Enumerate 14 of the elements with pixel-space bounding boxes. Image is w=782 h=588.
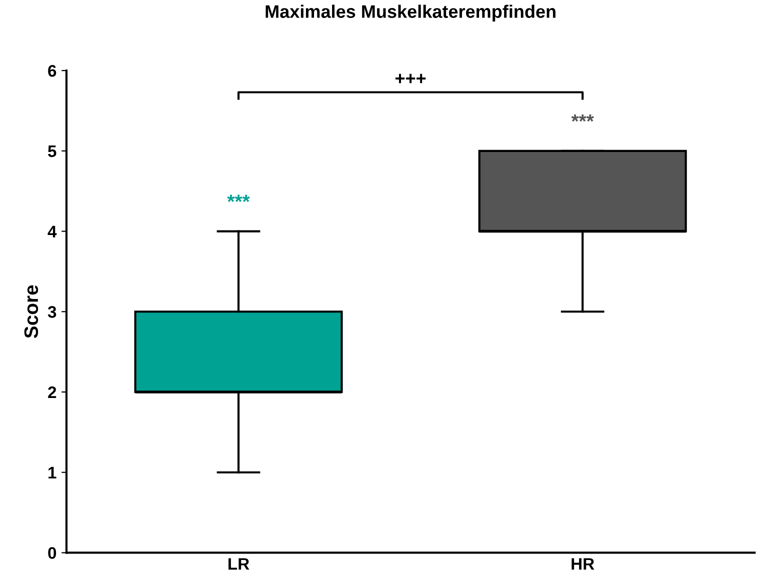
y-tick-label: 2 xyxy=(48,386,56,398)
y-axis-title: Score xyxy=(24,285,38,338)
y-tick-label: 5 xyxy=(48,145,56,158)
y-tick-label: 6 xyxy=(48,64,56,77)
y-tick-label: 0 xyxy=(48,547,56,559)
chart-title: Maximales Muskelkaterempfinden xyxy=(266,4,556,22)
x-tick-label: LR xyxy=(228,558,250,570)
annotation: +++ xyxy=(395,74,426,84)
y-tick-label: 3 xyxy=(48,306,56,318)
annotation: *** xyxy=(571,114,594,122)
y-tick-label: 1 xyxy=(48,466,56,478)
annotation: *** xyxy=(227,194,250,202)
y-tick-label: 4 xyxy=(48,226,57,238)
x-tick-label: HR xyxy=(572,558,594,570)
